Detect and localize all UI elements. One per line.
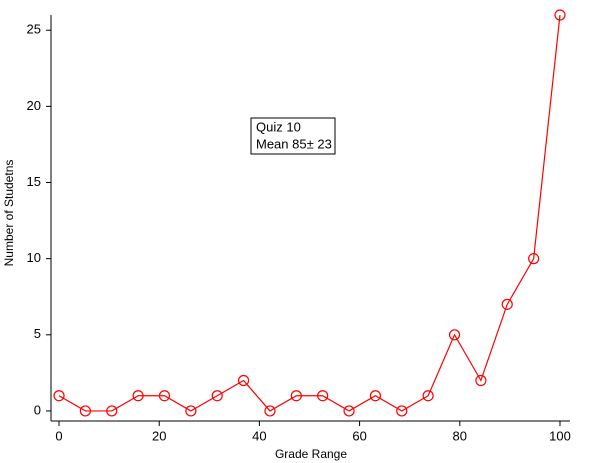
y-tick-label: 10 bbox=[27, 250, 41, 265]
x-tick-label: 40 bbox=[252, 428, 266, 443]
data-point bbox=[422, 390, 434, 402]
data-point bbox=[53, 390, 65, 402]
y-tick-label: 15 bbox=[27, 174, 41, 189]
data-point bbox=[290, 390, 302, 402]
data-point bbox=[237, 374, 250, 387]
data-point bbox=[448, 329, 461, 341]
data-point bbox=[185, 405, 197, 417]
data-point bbox=[396, 405, 408, 417]
annotation-box bbox=[250, 117, 336, 155]
y-tick-label: 20 bbox=[27, 98, 41, 113]
x-tick-label: 0 bbox=[55, 428, 62, 443]
data-point bbox=[317, 390, 329, 402]
data-point bbox=[158, 390, 171, 402]
y-axis-label: Number of Studetns bbox=[2, 160, 16, 267]
y-tick-label: 25 bbox=[27, 22, 41, 37]
data-point bbox=[501, 298, 513, 310]
x-tick-label: 60 bbox=[352, 428, 366, 443]
data-point bbox=[369, 390, 382, 402]
x-tick-label: 20 bbox=[152, 428, 166, 443]
data-line bbox=[58, 14, 561, 412]
data-point bbox=[528, 253, 540, 265]
data-point bbox=[132, 390, 144, 402]
data-point bbox=[554, 9, 566, 21]
x-axis-label: Grade Range bbox=[275, 447, 347, 461]
y-tick-label: 5 bbox=[34, 326, 41, 341]
data-point bbox=[343, 405, 355, 417]
data-point bbox=[264, 405, 276, 417]
x-tick-label: 100 bbox=[549, 428, 571, 443]
data-point bbox=[211, 390, 223, 402]
data-point bbox=[475, 374, 487, 387]
data-point bbox=[106, 405, 118, 417]
annotation-line: Quiz 10 bbox=[256, 119, 301, 134]
x-tick-label: 80 bbox=[453, 428, 467, 443]
y-tick-label: 0 bbox=[34, 402, 41, 417]
annotation-line: Mean 85± 23 bbox=[256, 136, 332, 151]
data-point bbox=[79, 405, 91, 417]
